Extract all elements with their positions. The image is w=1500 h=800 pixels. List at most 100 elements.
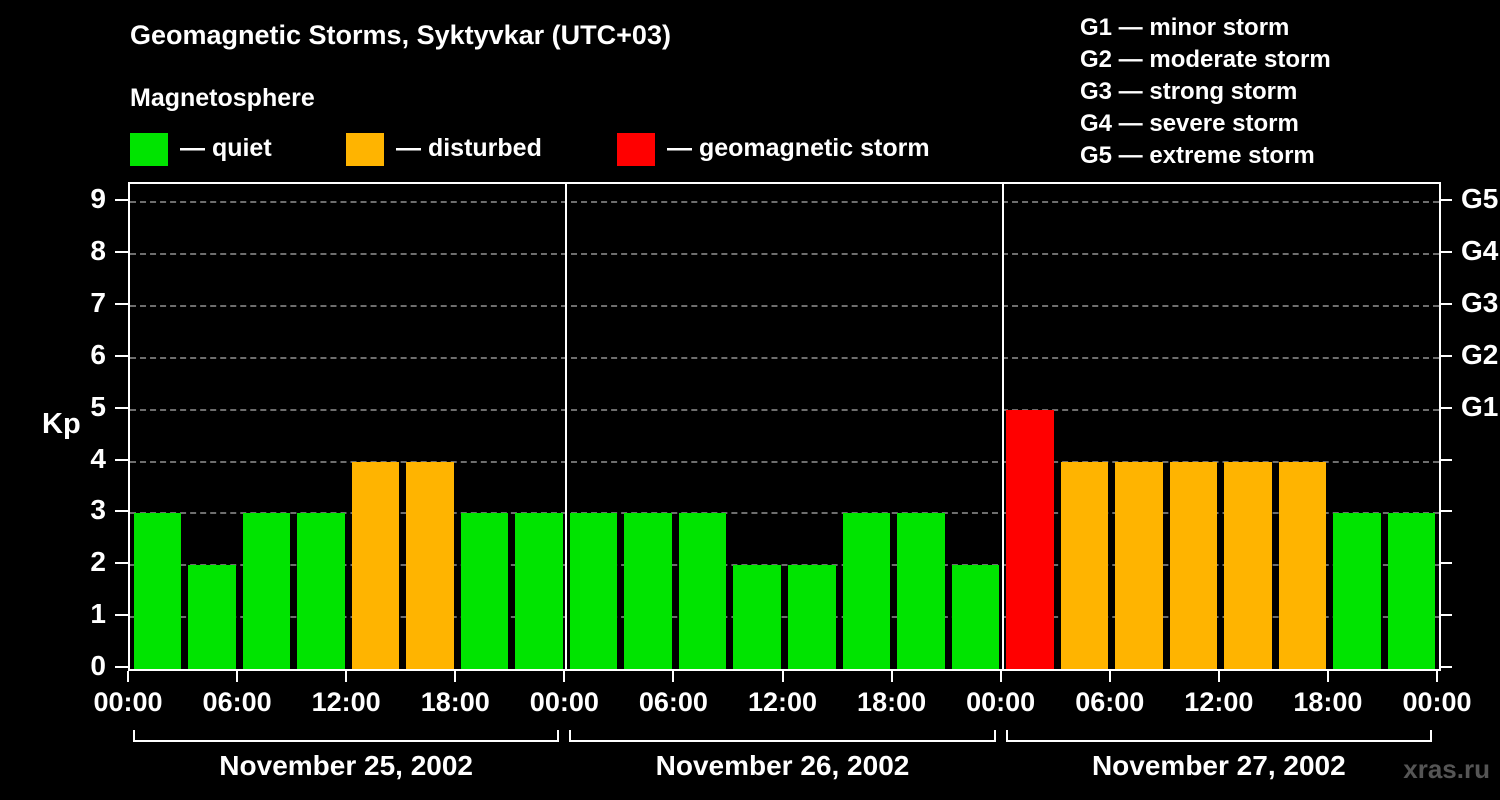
gridline-kp-5: [130, 408, 1439, 411]
kp-bar: [1278, 461, 1327, 669]
disturbed-legend-label: — disturbed: [396, 134, 542, 162]
date-bracket: [1005, 740, 1432, 742]
storm-legend-label: — geomagnetic storm: [667, 134, 930, 162]
g-scale-axis-label: G2: [1461, 338, 1499, 370]
g-scale-axis-label: G5: [1461, 183, 1499, 215]
x-tick-label: 12:00: [747, 687, 818, 717]
g1-scale-legend: G1 — minor storm: [1080, 14, 1290, 41]
kp-bar: [297, 513, 345, 669]
kp-bar: [1224, 461, 1272, 669]
kp-bar: [1169, 461, 1218, 669]
kp-bar: [406, 461, 454, 669]
disturbed-color-swatch: [346, 133, 384, 166]
gridline-kp-7: [130, 304, 1439, 307]
plot-area: [128, 182, 1441, 671]
gridline-kp-3: [130, 512, 1439, 515]
date-label: November 25, 2002: [219, 750, 474, 781]
y-axis-tick-right: [1439, 406, 1452, 409]
y-tick-label: 5: [90, 390, 106, 422]
x-axis-tick: [1217, 671, 1220, 682]
y-axis-tick-right: [1439, 251, 1452, 254]
x-tick-label: 18:00: [1293, 687, 1363, 717]
kp-bar: [1060, 461, 1109, 669]
date-bracket-tick: [1430, 730, 1432, 742]
kp-bar: [678, 513, 727, 669]
kp-bar: [351, 461, 400, 669]
y-axis-tick-right: [1439, 510, 1452, 513]
date-label: November 27, 2002: [1091, 750, 1346, 781]
y-tick-label: 3: [90, 494, 106, 526]
y-axis-tick-left: [115, 510, 128, 513]
gridline-kp-9: [130, 201, 1439, 204]
x-axis-tick: [345, 671, 348, 682]
kp-bar: [733, 565, 781, 669]
gridline-kp-2: [130, 564, 1439, 567]
day-separator: [1001, 184, 1004, 669]
date-bracket-tick: [993, 730, 996, 742]
x-axis-tick: [1326, 671, 1329, 682]
kp-bar: [897, 513, 945, 669]
y-axis-tick-left: [115, 302, 128, 305]
y-tick-label: 8: [90, 235, 106, 267]
kp-bar: [460, 513, 509, 669]
y-axis-tick-right: [1439, 302, 1452, 305]
y-axis-title: Kp: [42, 408, 81, 440]
g5-scale-legend: G5 — extreme storm: [1080, 142, 1315, 169]
y-axis-tick-left: [115, 562, 128, 565]
date-bracket-tick: [133, 730, 135, 742]
quiet-color-swatch: [130, 133, 168, 166]
y-tick-label: 4: [90, 442, 106, 474]
x-axis-tick: [781, 671, 784, 682]
x-tick-label: 06:00: [202, 687, 272, 717]
x-axis-tick: [1436, 671, 1438, 682]
g-scale-axis-label: G3: [1461, 286, 1499, 318]
quiet-legend-label: — quiet: [180, 134, 272, 162]
y-axis-tick-left: [115, 666, 128, 668]
g-scale-axis-label: G1: [1461, 390, 1499, 422]
x-tick-label: 18:00: [857, 687, 927, 717]
y-axis-tick-left: [115, 406, 128, 409]
date-bracket-tick: [1005, 730, 1008, 742]
x-tick-label: 00:00: [93, 687, 163, 717]
x-tick-label: 12:00: [1184, 687, 1254, 717]
x-tick-label: 06:00: [638, 687, 708, 717]
y-axis-tick-right: [1439, 458, 1452, 461]
kp-bar: [569, 513, 618, 669]
kp-bar: [133, 513, 182, 669]
x-axis-tick: [672, 671, 675, 682]
x-tick-label: 00:00: [529, 687, 599, 717]
y-axis-tick-right: [1439, 199, 1452, 202]
storm-color-swatch: [617, 133, 655, 166]
x-axis-tick: [454, 671, 457, 682]
kp-bar: [515, 513, 563, 669]
date-bracket: [569, 740, 996, 742]
x-axis-tick: [999, 671, 1002, 682]
y-axis-tick-right: [1439, 562, 1452, 565]
y-axis-tick-left: [115, 354, 128, 357]
kp-bar: [951, 565, 1000, 669]
kp-bar: [1006, 409, 1054, 669]
x-axis-tick: [127, 671, 129, 682]
y-tick-label: 0: [90, 650, 106, 681]
watermark: xras.ru: [1403, 754, 1490, 784]
x-axis-tick: [1108, 671, 1111, 682]
kp-bar: [842, 513, 891, 669]
x-tick-label: 00:00: [1402, 687, 1472, 717]
y-tick-label: 2: [90, 546, 106, 578]
x-tick-label: 18:00: [420, 687, 490, 717]
y-tick-label: 7: [90, 286, 106, 318]
g2-scale-legend: G2 — moderate storm: [1080, 46, 1331, 73]
chart-subtitle: Magnetosphere: [130, 84, 315, 112]
kp-bar: [624, 513, 672, 669]
date-label: November 26, 2002: [655, 750, 910, 781]
date-bracket: [133, 740, 560, 742]
kp-bar: [188, 565, 236, 669]
y-axis-tick-left: [115, 458, 128, 461]
x-axis-tick: [236, 671, 239, 682]
gridline-kp-8: [130, 253, 1439, 256]
chart-title: Geomagnetic Storms, Syktyvkar (UTC+03): [130, 20, 671, 50]
y-tick-label: 1: [90, 598, 106, 630]
g-scale-axis-label: G4: [1461, 235, 1499, 267]
y-axis-tick-right: [1439, 614, 1452, 617]
